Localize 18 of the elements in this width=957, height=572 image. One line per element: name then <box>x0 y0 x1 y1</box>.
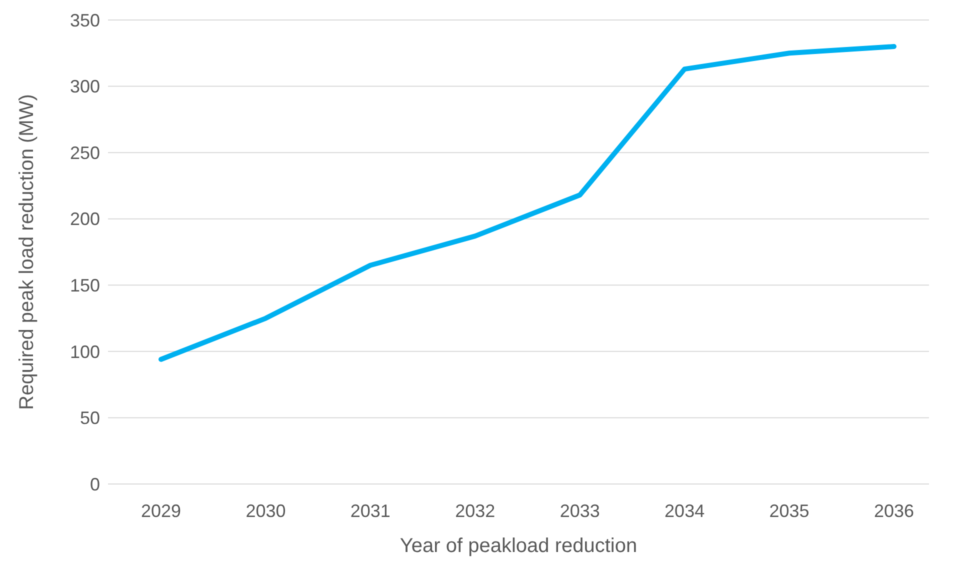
y-tick-label: 300 <box>70 76 100 97</box>
y-tick-label: 250 <box>70 142 100 163</box>
y-tick-label: 350 <box>70 10 100 30</box>
x-tick-label: 2033 <box>560 500 600 521</box>
x-tick-label: 2034 <box>664 500 705 521</box>
y-axis-title: Required peak load reduction (MW) <box>16 94 38 410</box>
x-tick-label: 2036 <box>874 500 914 521</box>
y-tick-label: 50 <box>80 408 100 428</box>
x-tick-label: 2032 <box>455 500 496 521</box>
y-tick-label: 0 <box>90 474 100 494</box>
x-tick-label: 2035 <box>769 500 810 521</box>
y-tick-label: 100 <box>70 342 100 362</box>
x-axis-title: Year of peakload reduction <box>400 535 638 557</box>
y-tick-label: 150 <box>70 276 100 296</box>
x-tick-label: 2030 <box>246 500 286 521</box>
y-tick-label: 200 <box>70 209 100 230</box>
x-tick-label: 2031 <box>350 500 390 521</box>
x-tick-label: 2029 <box>140 500 182 521</box>
